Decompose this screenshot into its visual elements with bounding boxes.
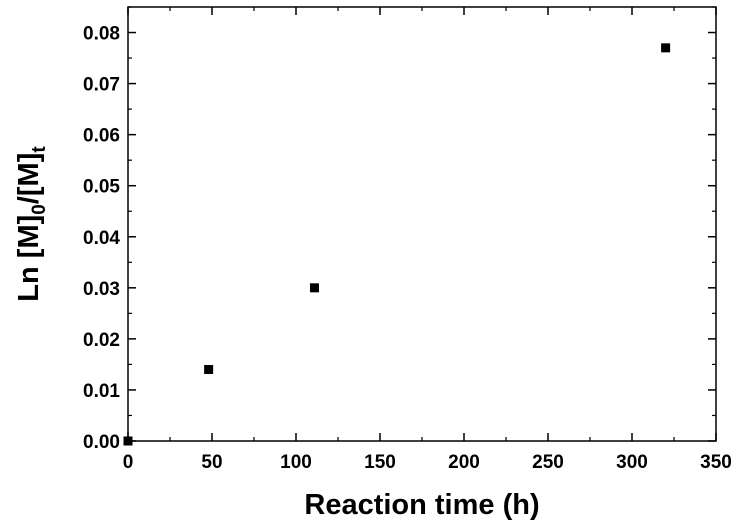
x-tick-label: 100 bbox=[280, 452, 312, 473]
y-axis-title: Ln [M]0/[M]t bbox=[13, 146, 50, 302]
plot-frame bbox=[127, 6, 717, 442]
x-tick-label: 150 bbox=[364, 452, 396, 473]
x-tick-label: 350 bbox=[700, 452, 732, 473]
data-point bbox=[309, 283, 319, 293]
x-tick-label: 0 bbox=[123, 452, 134, 473]
y-tick-label: 0.00 bbox=[83, 432, 120, 453]
data-point bbox=[204, 365, 214, 375]
y-axis-title-part: /[M] bbox=[13, 153, 45, 205]
x-tick-label: 50 bbox=[201, 452, 222, 473]
x-axis: 0 50 100 150 200 250 300 350 bbox=[123, 7, 732, 473]
y-axis-title-part: Ln [M] bbox=[13, 215, 45, 302]
y-tick-label: 0.08 bbox=[83, 24, 120, 45]
y-tick-label: 0.01 bbox=[83, 381, 120, 402]
x-tick-label: 200 bbox=[448, 452, 480, 473]
plot-border bbox=[127, 6, 717, 442]
x-axis-title: Reaction time (h) bbox=[304, 489, 539, 521]
data-point bbox=[123, 436, 133, 446]
y-tick-label: 0.03 bbox=[83, 279, 120, 300]
x-tick-label: 250 bbox=[532, 452, 564, 473]
y-tick-label: 0.04 bbox=[83, 228, 120, 249]
y-tick-label: 0.02 bbox=[83, 330, 120, 351]
data-point bbox=[661, 43, 671, 53]
y-tick-label: 0.06 bbox=[83, 126, 120, 147]
y-tick-label: 0.05 bbox=[83, 177, 120, 198]
data-points bbox=[123, 43, 671, 446]
x-tick-label: 300 bbox=[616, 452, 648, 473]
y-axis-title-subscript: t bbox=[29, 146, 50, 153]
y-axis: 0.00 0.01 0.02 0.03 0.04 0.05 0.06 0.07 0.08 bbox=[83, 6, 716, 453]
y-axis-title-subscript: 0 bbox=[29, 204, 50, 215]
y-tick-label: 0.07 bbox=[83, 75, 120, 96]
